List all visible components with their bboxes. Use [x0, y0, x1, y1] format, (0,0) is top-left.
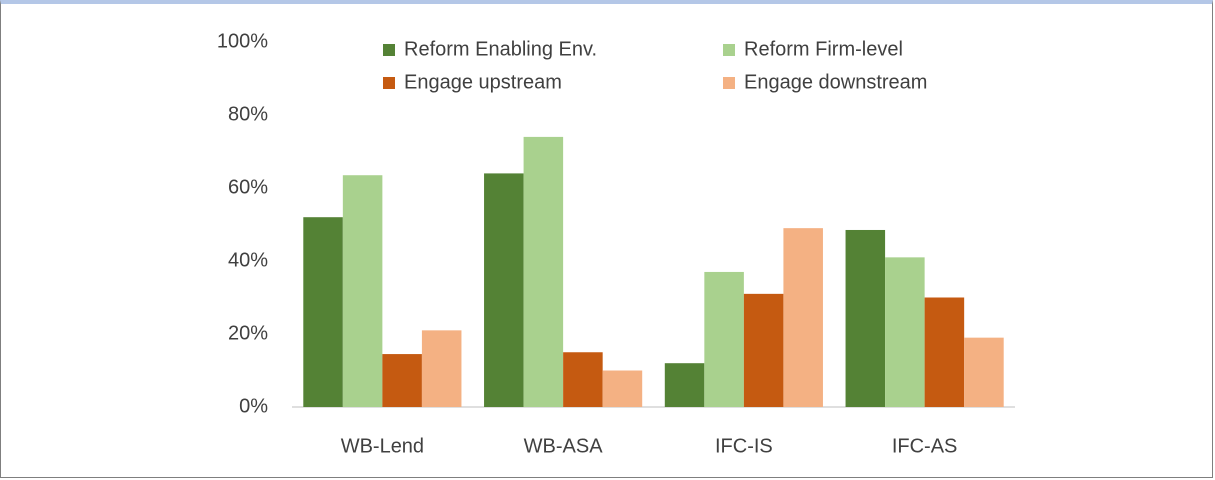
legend-swatch	[383, 44, 395, 56]
bar	[964, 337, 1004, 407]
legend-label: Reform Firm-level	[744, 38, 903, 60]
y-tick-label: 20%	[228, 322, 268, 344]
bar	[382, 354, 422, 407]
y-tick-label: 60%	[228, 176, 268, 198]
bar	[704, 271, 744, 407]
y-tick-label: 80%	[228, 103, 268, 125]
bar	[602, 370, 643, 407]
bar	[845, 229, 886, 407]
y-tick-label: 40%	[228, 249, 268, 271]
bar	[885, 257, 925, 407]
bar	[743, 293, 784, 407]
bar	[484, 173, 524, 407]
bar	[563, 352, 603, 407]
legend-label: Engage upstream	[404, 71, 562, 93]
bar	[924, 297, 965, 407]
legend-swatch	[383, 77, 395, 89]
x-tick-label: WB-ASA	[524, 435, 604, 457]
bar	[303, 217, 343, 407]
bar	[523, 136, 564, 407]
legend-label: Reform Enabling Env.	[404, 38, 597, 60]
bar	[421, 330, 462, 407]
x-tick-label: WB-Lend	[341, 435, 424, 457]
legend-swatch	[723, 77, 735, 89]
x-tick-label: IFC-IS	[715, 435, 773, 457]
y-tick-label: 0%	[239, 395, 268, 417]
legend-swatch	[723, 44, 735, 56]
bar	[664, 363, 705, 407]
bar	[783, 228, 823, 407]
y-tick-label: 100%	[217, 30, 268, 52]
legend-label: Engage downstream	[744, 71, 927, 93]
bar	[342, 175, 383, 407]
x-tick-label: IFC-AS	[892, 435, 958, 457]
